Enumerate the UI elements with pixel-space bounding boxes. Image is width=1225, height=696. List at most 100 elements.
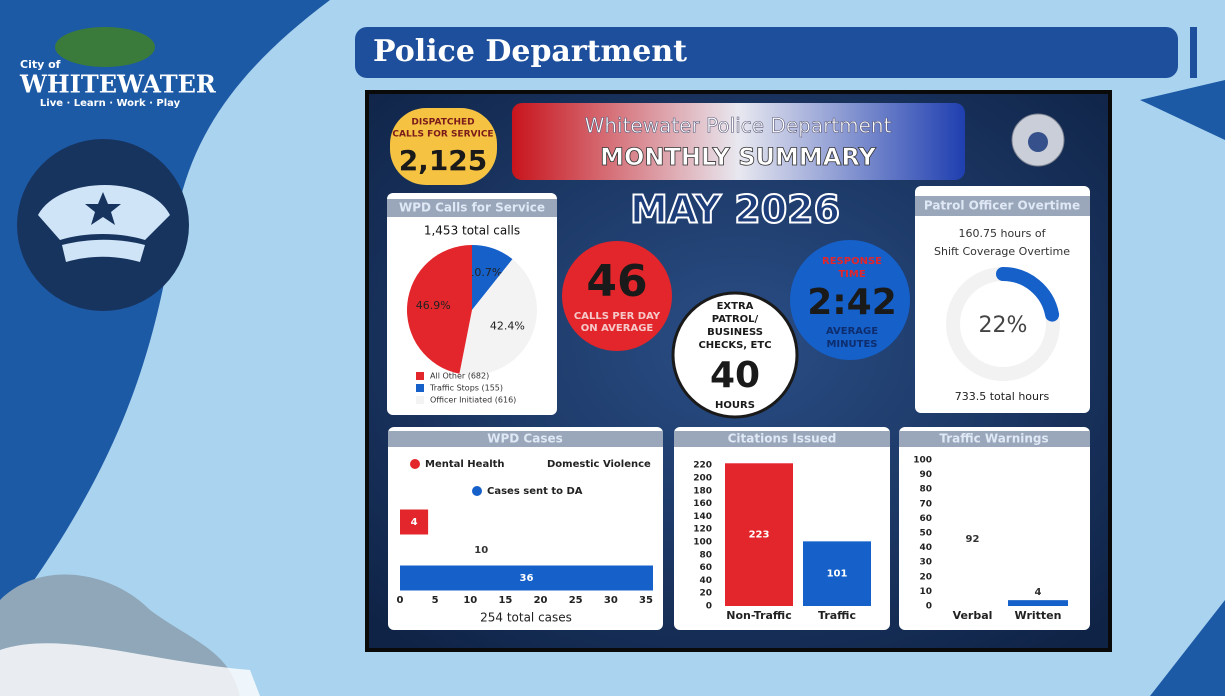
- x-tick-label: Traffic: [818, 609, 856, 622]
- slice-label: 42.4%: [490, 319, 525, 332]
- bar: [400, 565, 653, 591]
- extra-patrol-label: CHECKS, ETC: [698, 340, 771, 351]
- y-tick-label: 90: [919, 470, 932, 480]
- banner: [512, 103, 965, 180]
- dispatched-value: 2,125: [399, 144, 488, 177]
- panel-header: [674, 431, 890, 447]
- extra-patrol-circle: [671, 291, 799, 419]
- y-tick-label: 80: [919, 485, 932, 495]
- month: MAY 2026: [630, 188, 840, 232]
- cases-panel: [388, 427, 663, 630]
- pie-slice: [407, 245, 472, 374]
- legend-label: All Other (682): [430, 372, 489, 381]
- bar: [400, 509, 429, 535]
- x-tick-label: 20: [534, 595, 548, 606]
- legend-swatch: [416, 372, 424, 380]
- extra-patrol-unit: HOURS: [715, 400, 755, 411]
- value-label: 4: [1035, 587, 1042, 598]
- response-value: 2:42: [807, 282, 897, 323]
- bar: [1008, 600, 1068, 606]
- calls-per-day-label: CALLS PER DAY: [574, 311, 661, 322]
- y-tick-label: 160: [693, 499, 712, 509]
- wave-illustration: [0, 643, 260, 696]
- y-tick-label: 50: [919, 529, 932, 539]
- y-tick-label: 60: [919, 514, 932, 524]
- title-bar: [355, 27, 1178, 78]
- value-label: 10: [474, 545, 488, 556]
- panel-header: [899, 431, 1090, 447]
- bar: [803, 541, 871, 606]
- pie-slice: [459, 259, 537, 375]
- page-title: Police Department: [373, 34, 687, 69]
- bar: [945, 471, 1000, 606]
- legend-label: Traffic Stops (155): [429, 384, 503, 393]
- overtime-description: Shift Coverage Overtime: [934, 245, 1070, 258]
- y-tick-label: 120: [693, 525, 712, 535]
- calls-per-day-circle: [562, 241, 672, 351]
- x-tick-label: 0: [397, 595, 404, 606]
- logo-tagline: Live · Learn · Work · Play: [40, 98, 181, 109]
- y-tick-label: 40: [919, 543, 932, 553]
- extra-patrol-label: EXTRA: [717, 301, 754, 312]
- legend-swatch: [532, 459, 542, 469]
- chart-title: Citations Issued: [728, 432, 837, 446]
- y-tick-label: 0: [706, 602, 712, 612]
- y-tick-label: 70: [919, 499, 932, 509]
- calls-per-day-label: ON AVERAGE: [581, 323, 654, 334]
- extra-patrol-value: 40: [710, 355, 760, 396]
- chart-footer: 254 total cases: [480, 611, 572, 625]
- value-label: 101: [827, 569, 848, 580]
- banner-line2: MONTHLY SUMMARY: [600, 143, 876, 171]
- x-tick-label: 25: [569, 595, 583, 606]
- logo-text: City of: [20, 58, 61, 71]
- chart-title: Traffic Warnings: [939, 432, 1048, 446]
- y-tick-label: 180: [693, 486, 712, 496]
- response-circle: [790, 240, 910, 360]
- dispatched-badge: [390, 108, 497, 185]
- badge-seal: [1028, 132, 1048, 152]
- y-tick-label: 80: [699, 550, 712, 560]
- legend-label: Mental Health: [425, 459, 505, 470]
- x-tick-label: 15: [498, 595, 512, 606]
- y-tick-label: 20: [919, 572, 932, 582]
- panel-header: [388, 431, 663, 447]
- corner-shape: [1140, 80, 1225, 696]
- y-tick-label: 100: [693, 538, 712, 548]
- y-tick-label: 40: [699, 576, 712, 586]
- pie-slice: [472, 245, 513, 310]
- y-tick-label: 220: [693, 461, 712, 471]
- y-tick-label: 200: [693, 474, 712, 484]
- x-tick-label: 30: [604, 595, 618, 606]
- value-label: 36: [520, 573, 534, 584]
- response-unit: MINUTES: [826, 339, 877, 350]
- legend-swatch: [472, 486, 482, 496]
- response-label: RESPONSE: [822, 256, 882, 267]
- bar: [725, 463, 793, 606]
- banner-line1: Whitewater Police Department: [585, 114, 892, 138]
- y-tick-label: 0: [926, 602, 932, 612]
- x-tick-label: 5: [432, 595, 439, 606]
- dispatched-label: DISPATCHED: [411, 118, 474, 128]
- logo-emblem: [55, 27, 155, 67]
- extra-patrol-label: PATROL/: [712, 314, 759, 325]
- slice-label: 10.7%: [467, 266, 502, 279]
- x-tick-label: 10: [463, 595, 477, 606]
- y-tick-label: 140: [693, 512, 712, 522]
- chart-subtitle: 1,453 total calls: [424, 224, 520, 238]
- x-tick-label: 35: [639, 595, 653, 606]
- y-tick-label: 20: [699, 589, 712, 599]
- chart-title: WPD Cases: [487, 432, 563, 446]
- star-icon: [85, 192, 121, 225]
- value-label: 223: [749, 530, 770, 541]
- hat-brim: [62, 239, 145, 262]
- title-accent: [1190, 27, 1197, 78]
- x-tick-label: Non-Traffic: [726, 609, 791, 622]
- y-tick-label: 60: [699, 563, 712, 573]
- response-unit: AVERAGE: [826, 326, 878, 337]
- x-tick-label: Written: [1015, 609, 1062, 622]
- x-tick-label: Verbal: [953, 609, 993, 622]
- bar: [400, 537, 471, 563]
- logo-name: WHITEWATER: [19, 70, 217, 99]
- panel-header: [387, 199, 557, 217]
